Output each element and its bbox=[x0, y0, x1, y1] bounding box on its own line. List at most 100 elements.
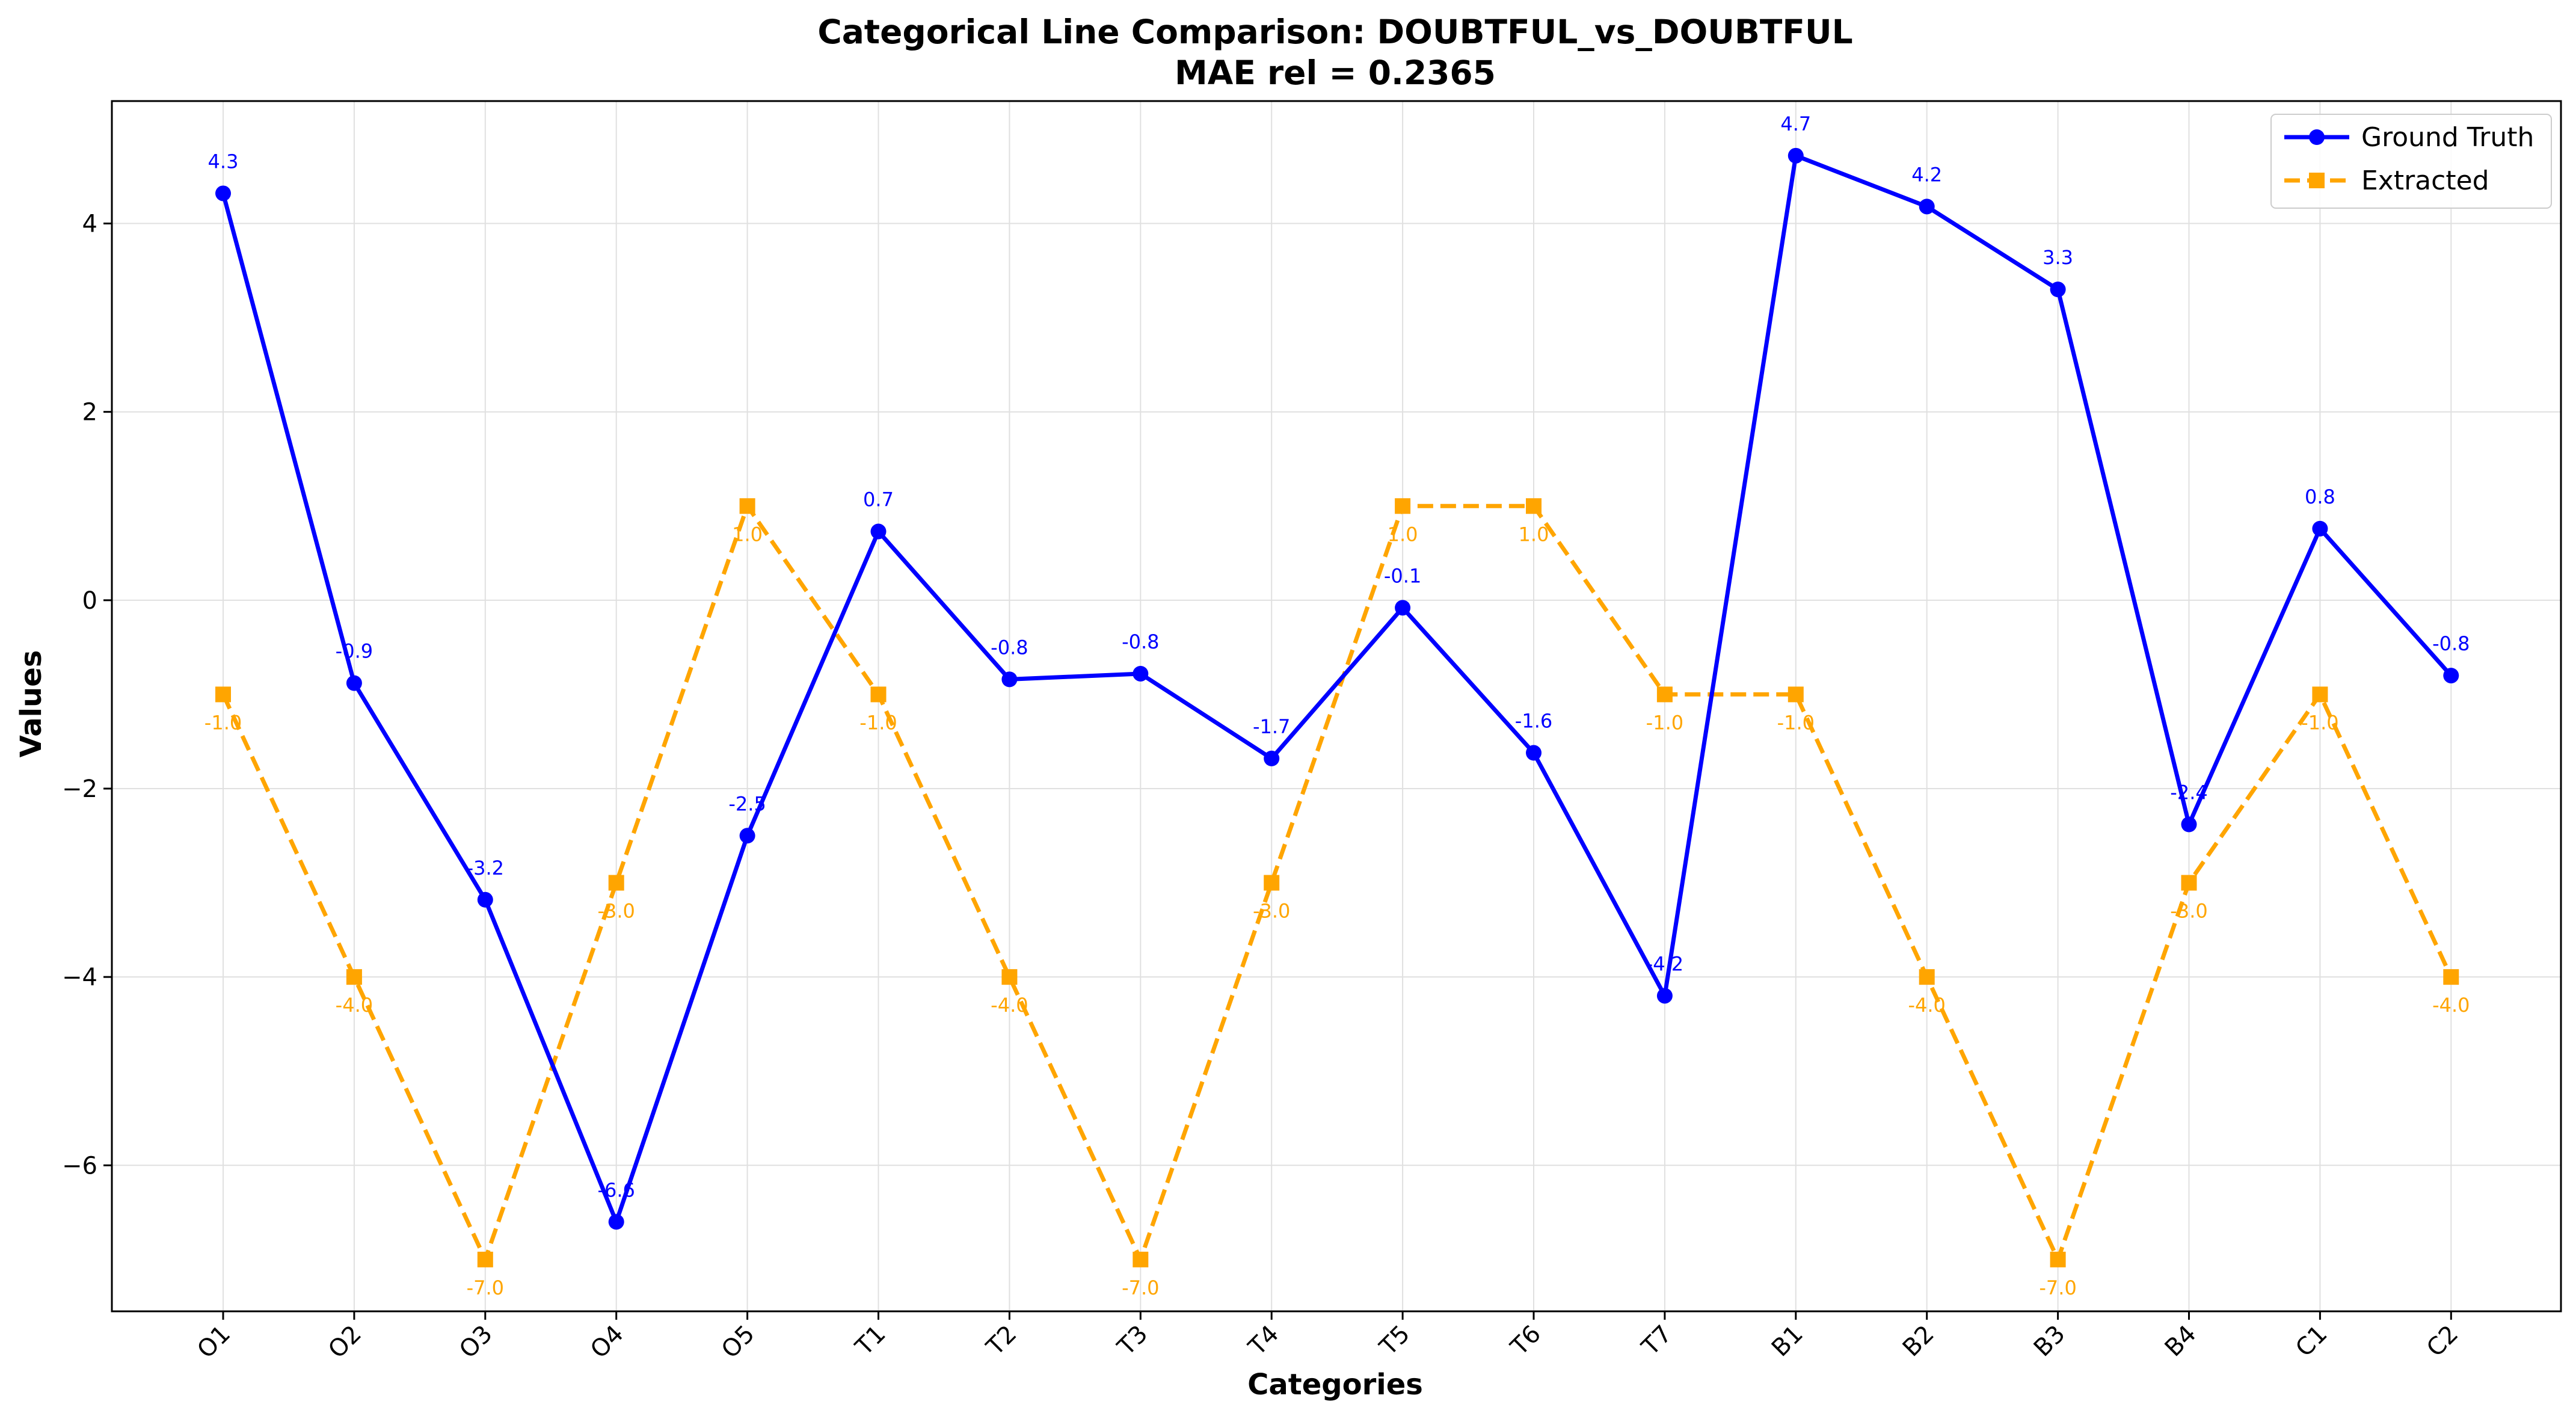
y-axis-label: Values bbox=[14, 650, 48, 758]
point-ground-truth bbox=[1526, 745, 1542, 761]
data-label-ground-truth: -1.7 bbox=[1253, 715, 1290, 738]
point-extracted bbox=[1526, 498, 1542, 514]
x-tick-label: T3 bbox=[1112, 1320, 1154, 1362]
data-label-extracted: -3.0 bbox=[2170, 900, 2207, 923]
data-label-ground-truth: 4.3 bbox=[208, 150, 239, 173]
point-extracted bbox=[2312, 686, 2328, 703]
x-tick-label: T1 bbox=[850, 1320, 891, 1362]
point-ground-truth bbox=[1133, 665, 1149, 682]
point-extracted bbox=[1001, 969, 1018, 985]
data-label-extracted: -1.0 bbox=[859, 711, 897, 734]
data-label-ground-truth: -1.6 bbox=[1515, 710, 1552, 733]
data-label-ground-truth: 4.7 bbox=[1780, 112, 1811, 135]
point-extracted bbox=[739, 498, 755, 514]
point-ground-truth bbox=[2312, 520, 2328, 537]
y-tick-label: −4 bbox=[62, 964, 97, 991]
chart-title: Categorical Line Comparison: DOUBTFUL_vs… bbox=[817, 13, 1852, 51]
point-ground-truth bbox=[2181, 816, 2197, 833]
series-line-extracted bbox=[221, 503, 2453, 1262]
y-tick-label: −6 bbox=[62, 1152, 97, 1180]
data-label-extracted: -7.0 bbox=[2039, 1276, 2076, 1299]
data-label-extracted: -1.0 bbox=[1777, 711, 1815, 734]
x-tick-label: T4 bbox=[1243, 1320, 1285, 1362]
x-tick-label: O5 bbox=[716, 1320, 760, 1364]
point-extracted bbox=[2181, 875, 2197, 891]
point-ground-truth bbox=[477, 891, 493, 908]
point-extracted bbox=[477, 1251, 493, 1267]
x-tick-label: B3 bbox=[2029, 1320, 2071, 1362]
y-tick-label: −2 bbox=[62, 775, 97, 803]
data-label-extracted: -3.0 bbox=[597, 900, 635, 923]
point-extracted bbox=[1133, 1251, 1149, 1267]
data-label-extracted: -3.0 bbox=[1253, 900, 1290, 923]
data-label-ground-truth: -0.8 bbox=[991, 636, 1028, 659]
data-label-extracted: -1.0 bbox=[1646, 711, 1683, 734]
point-extracted bbox=[1656, 686, 1673, 703]
data-label-ground-truth: 3.3 bbox=[2043, 246, 2073, 269]
chart-subtitle: MAE rel = 0.2365 bbox=[1175, 54, 1496, 92]
x-tick-label: O2 bbox=[323, 1320, 367, 1364]
point-extracted bbox=[215, 686, 231, 703]
data-label-extracted: -1.0 bbox=[2301, 711, 2338, 734]
point-ground-truth bbox=[2050, 282, 2066, 298]
point-ground-truth bbox=[1656, 988, 1673, 1004]
y-tick-label: 2 bbox=[82, 399, 97, 426]
data-label-ground-truth: 0.8 bbox=[2305, 485, 2335, 508]
data-label-extracted: -4.0 bbox=[336, 994, 373, 1017]
data-label-extracted: -7.0 bbox=[1122, 1276, 1159, 1299]
series-line-ground-truth bbox=[221, 153, 2453, 1224]
data-label-extracted: 1.0 bbox=[732, 523, 763, 546]
point-extracted bbox=[1919, 969, 1935, 985]
data-label-ground-truth: 4.2 bbox=[1911, 163, 1942, 186]
point-ground-truth bbox=[1788, 147, 1804, 164]
x-tick-label: T2 bbox=[981, 1320, 1022, 1362]
point-extracted bbox=[870, 686, 887, 703]
axes: O1 O2 O3 O4 O5 T1 T2 T3 T4 T5 T6 T7 B1 B2 B3 B4 C1 C2 −6 −4… bbox=[62, 211, 2464, 1364]
data-label-ground-truth: 0.7 bbox=[863, 488, 894, 511]
point-ground-truth bbox=[739, 828, 755, 844]
x-tick-label: O3 bbox=[454, 1320, 498, 1364]
x-tick-label: T6 bbox=[1505, 1320, 1547, 1362]
x-tick-label: T5 bbox=[1374, 1320, 1416, 1362]
point-ground-truth bbox=[1001, 671, 1018, 688]
data-label-extracted: -4.0 bbox=[991, 994, 1028, 1017]
legend-label-extracted: Extracted bbox=[2361, 165, 2489, 196]
data-label-extracted: 1.0 bbox=[1388, 523, 1418, 546]
data-label-ground-truth: -3.2 bbox=[467, 857, 504, 879]
point-ground-truth bbox=[870, 523, 887, 540]
point-extracted bbox=[346, 969, 362, 985]
legend-label-ground-truth: Ground Truth bbox=[2361, 122, 2534, 153]
x-tick-label: B4 bbox=[2160, 1320, 2202, 1362]
data-label-ground-truth: -0.9 bbox=[336, 640, 373, 663]
data-label-ground-truth: -0.8 bbox=[1122, 630, 1159, 653]
data-label-ground-truth: -4.2 bbox=[1646, 952, 1683, 975]
point-ground-truth bbox=[1395, 600, 1411, 616]
point-ground-truth bbox=[215, 185, 231, 202]
x-tick-label: B2 bbox=[1898, 1320, 1940, 1362]
data-label-ground-truth: -6.6 bbox=[597, 1178, 635, 1201]
point-extracted bbox=[2050, 1251, 2066, 1267]
point-extracted bbox=[1788, 686, 1804, 703]
data-label-ground-truth: -2.4 bbox=[2170, 781, 2207, 804]
data-label-ground-truth: -0.8 bbox=[2432, 632, 2470, 655]
point-extracted bbox=[1264, 875, 1280, 891]
data-label-extracted: -4.0 bbox=[1908, 994, 1945, 1017]
x-tick-label: B1 bbox=[1766, 1320, 1809, 1362]
legend-marker-ground-truth bbox=[2309, 129, 2325, 145]
point-extracted bbox=[2443, 969, 2459, 985]
plot-frame bbox=[111, 100, 2562, 1313]
data-label-ground-truth: -0.1 bbox=[1384, 564, 1421, 587]
data-label-extracted: 1.0 bbox=[1519, 523, 1549, 546]
data-label-extracted: -1.0 bbox=[204, 711, 242, 734]
data-label-extracted: -7.0 bbox=[467, 1276, 504, 1299]
x-tick-label: T7 bbox=[1636, 1320, 1677, 1362]
point-ground-truth bbox=[2443, 668, 2459, 684]
x-tick-label: C1 bbox=[2290, 1320, 2332, 1362]
y-tick-label: 0 bbox=[82, 587, 97, 615]
x-tick-label: O4 bbox=[585, 1320, 629, 1364]
series-layer: -1.0 -4.0 -7.0 -3.0 1.0 -1.0 -4.0 -7.0 -3.0 1.0 1.… bbox=[204, 112, 2470, 1299]
x-axis-label: Categories bbox=[1247, 1368, 1423, 1402]
grid bbox=[112, 101, 2561, 1311]
